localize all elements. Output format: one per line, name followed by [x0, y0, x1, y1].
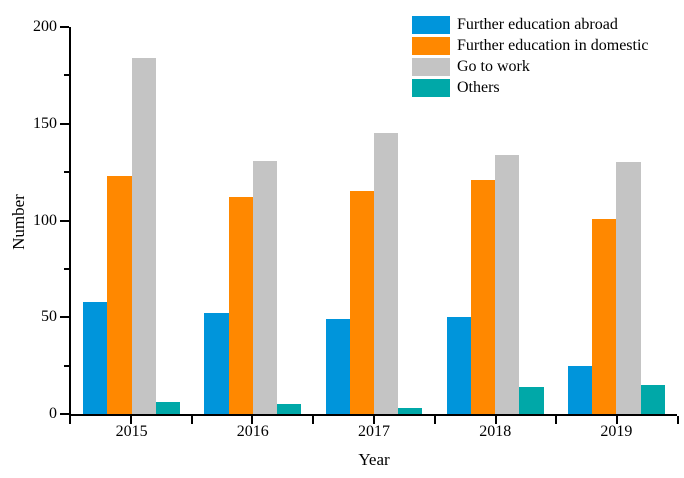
- bar-2017-series-3: [398, 408, 423, 414]
- y-tick-label: 100: [33, 211, 57, 229]
- x-major-tick: [494, 416, 497, 424]
- bar-2019-series-3: [640, 384, 665, 414]
- legend-item-2: Go to work: [412, 58, 649, 76]
- y-minor-tick: [64, 364, 69, 367]
- legend-item-0: Further education abroad: [412, 16, 649, 34]
- x-minor-tick: [555, 416, 558, 424]
- plot-area: [71, 27, 677, 414]
- bar-2015-series-0: [83, 301, 108, 414]
- x-minor-tick: [677, 416, 679, 424]
- legend-item-3: Others: [412, 79, 649, 97]
- bar-2017-series-1: [349, 191, 374, 414]
- bar-2015-series-2: [131, 57, 156, 414]
- y-tick-label: 50: [41, 308, 57, 326]
- bar-2019-series-2: [616, 162, 641, 414]
- x-tick-label: 2018: [479, 423, 512, 440]
- y-major-tick: [60, 413, 69, 415]
- x-axis-line: [69, 414, 677, 416]
- bar-2015-series-1: [107, 176, 132, 414]
- x-major-tick: [616, 416, 619, 424]
- y-minor-tick: [64, 267, 69, 270]
- bar-2018-series-3: [519, 386, 544, 414]
- bar-2019-series-1: [592, 218, 617, 414]
- legend-label: Go to work: [457, 58, 530, 75]
- bar-2019-series-0: [567, 365, 593, 414]
- x-tick-label: 2017: [358, 423, 390, 440]
- y-major-tick: [60, 219, 69, 222]
- x-tick-label: 2015: [115, 423, 148, 440]
- bar-2016-series-0: [204, 313, 229, 414]
- y-axis-line: [69, 27, 71, 416]
- legend-swatch: [412, 37, 450, 55]
- legend-swatch: [412, 58, 450, 76]
- bar-2018-series-0: [446, 317, 471, 414]
- legend-label: Further education abroad: [457, 16, 618, 33]
- x-tick-label: 2016: [236, 423, 269, 440]
- bar-2015-series-3: [155, 402, 181, 414]
- y-major-tick: [60, 26, 69, 28]
- x-minor-tick: [433, 416, 436, 424]
- y-minor-tick: [64, 74, 69, 77]
- x-tick-label: 2019: [600, 423, 633, 440]
- legend-item-1: Further education in domestic: [412, 37, 649, 55]
- legend-swatch: [412, 16, 450, 34]
- bar-2016-series-2: [252, 160, 278, 414]
- y-tick-label: 0: [49, 405, 57, 422]
- x-minor-tick: [190, 416, 193, 424]
- y-tick-label: 150: [33, 114, 57, 132]
- y-major-tick: [60, 316, 69, 319]
- bar-2017-series-0: [325, 319, 350, 414]
- y-minor-tick: [64, 171, 69, 174]
- legend: Further education abroad Further educatio…: [412, 16, 649, 100]
- x-major-tick: [251, 416, 254, 424]
- x-major-tick: [129, 416, 132, 424]
- x-minor-tick: [69, 416, 71, 424]
- x-minor-tick: [312, 416, 315, 424]
- legend-label: Others: [457, 79, 500, 96]
- bar-2016-series-3: [277, 404, 302, 414]
- bar-2016-series-1: [228, 197, 253, 414]
- y-tick-label: 200: [33, 18, 57, 35]
- x-major-tick: [373, 416, 375, 424]
- bar-2018-series-2: [495, 154, 520, 414]
- x-axis-title: Year: [358, 450, 390, 469]
- y-major-tick: [60, 122, 69, 125]
- legend-swatch: [412, 79, 450, 97]
- legend-label: Further education in domestic: [457, 37, 649, 54]
- bar-2017-series-2: [374, 133, 399, 414]
- bar-2018-series-1: [470, 179, 496, 414]
